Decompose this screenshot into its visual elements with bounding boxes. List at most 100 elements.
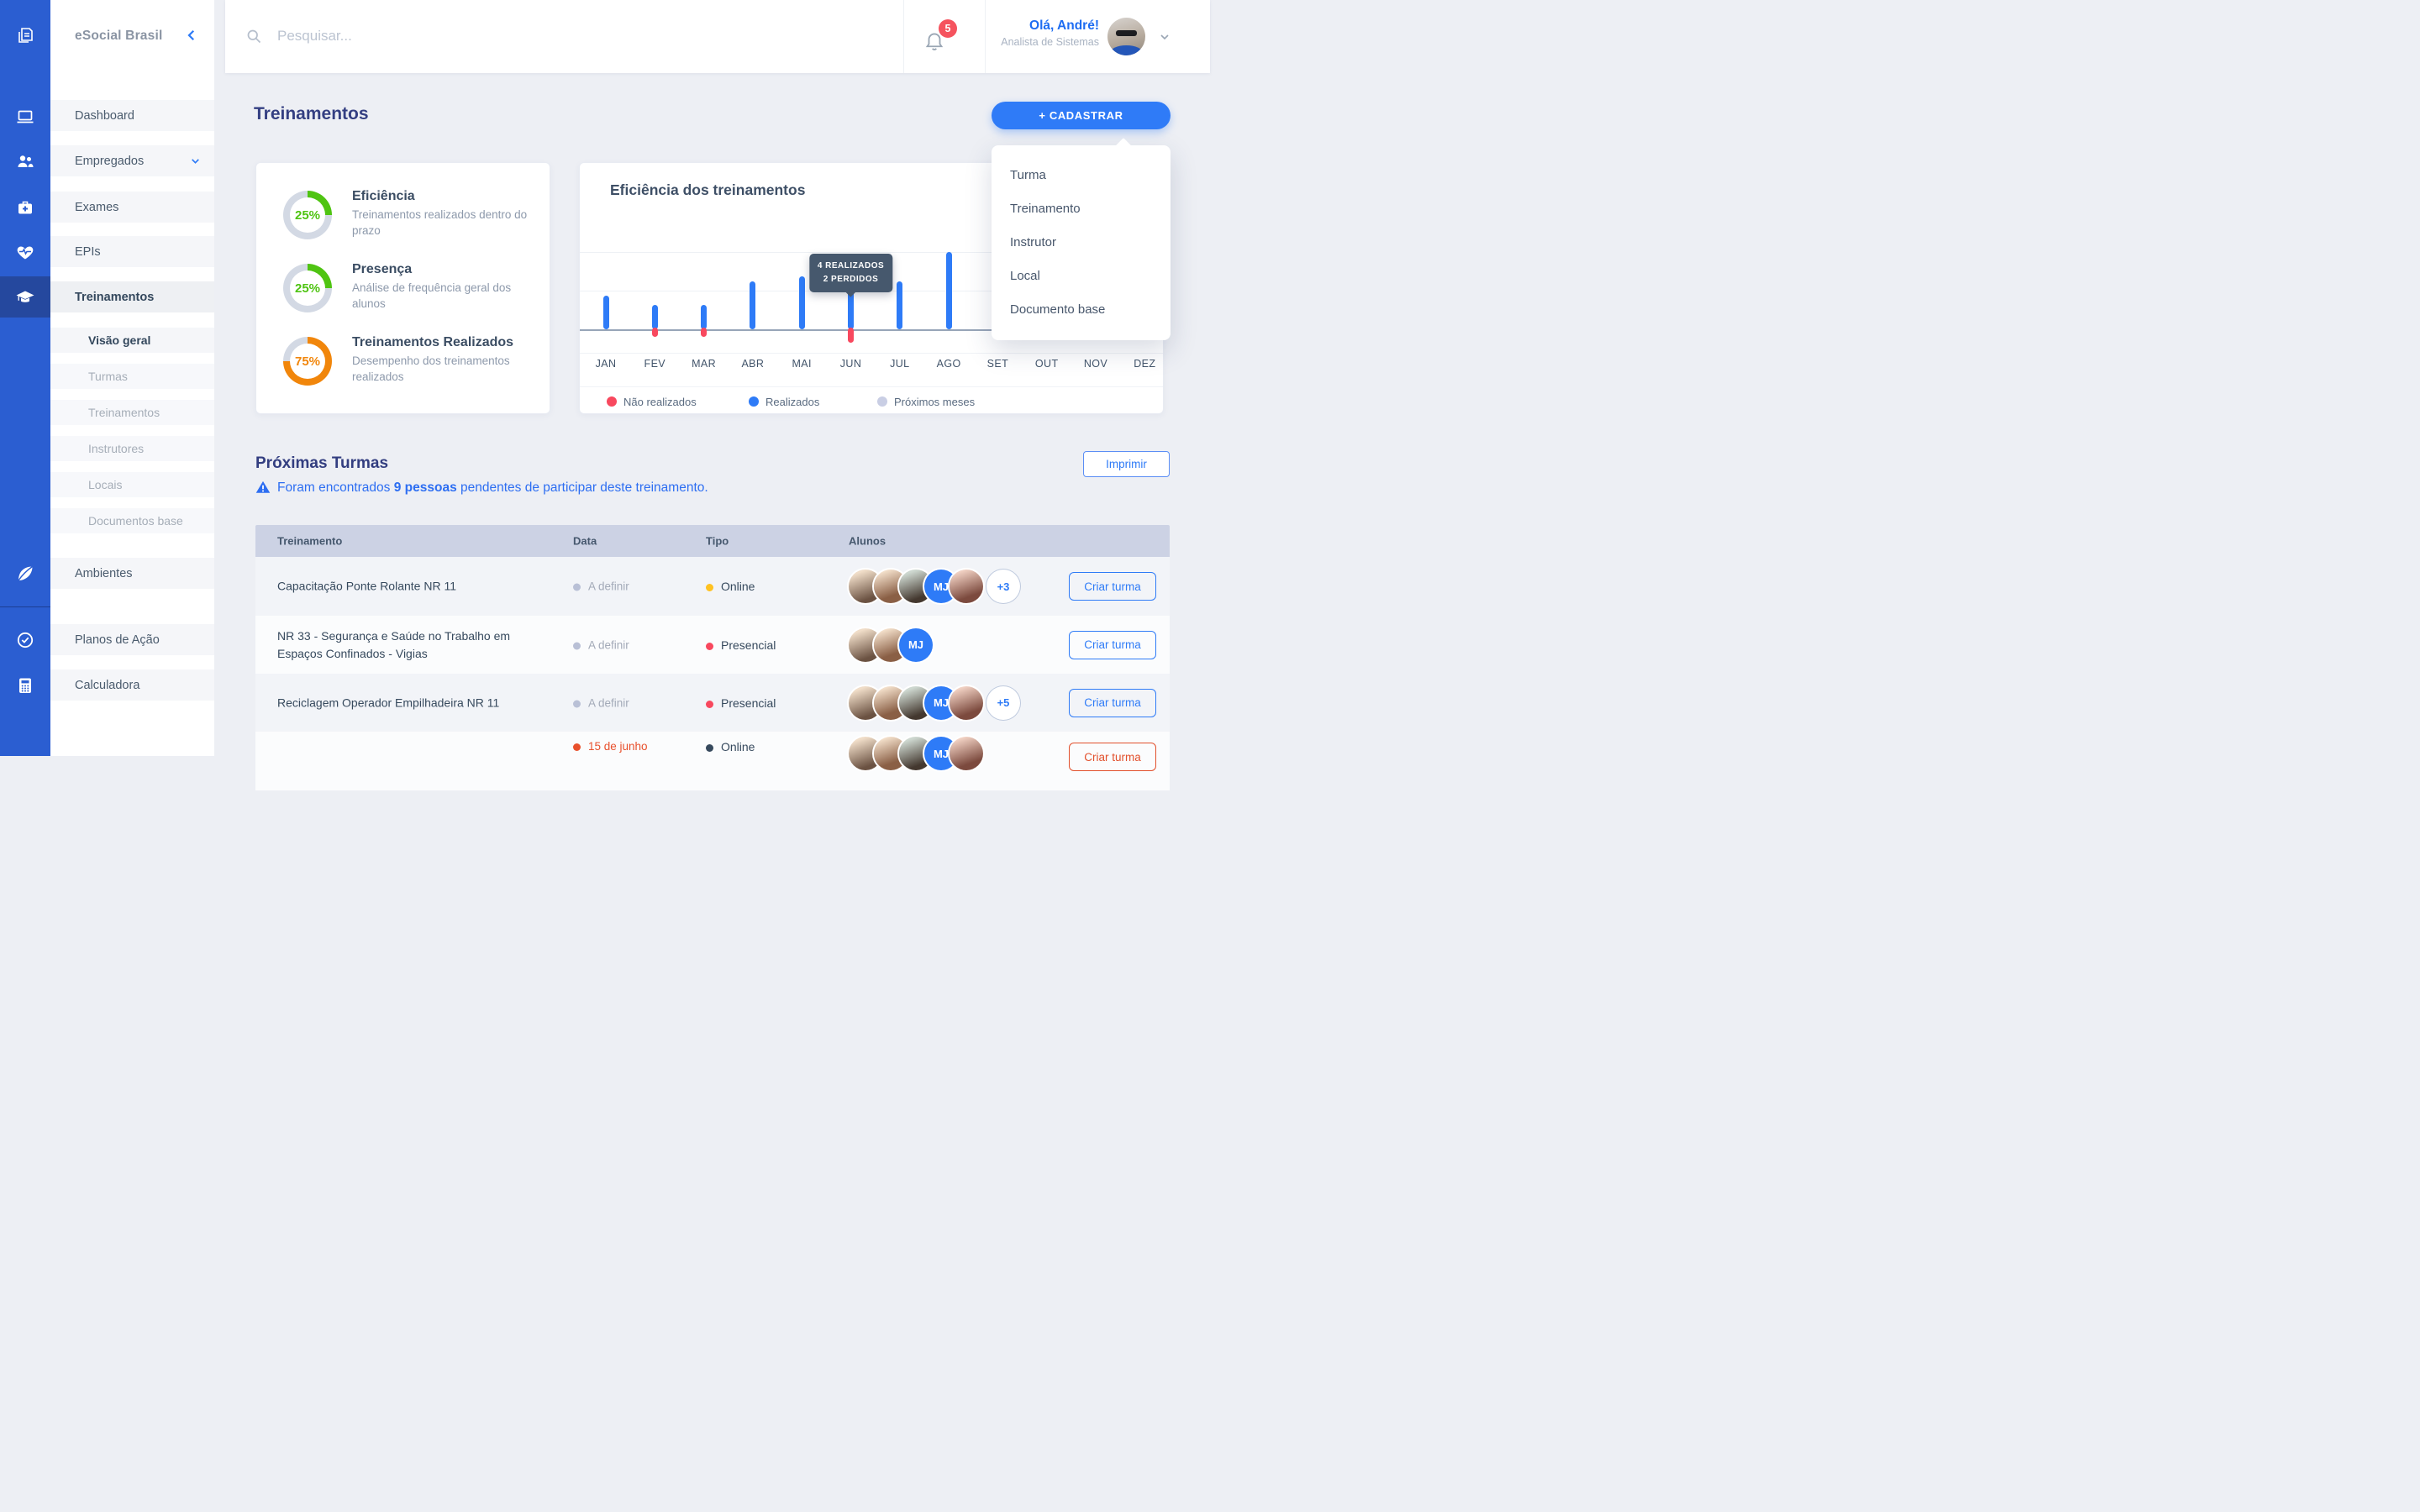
chevron-down-icon[interactable] — [1158, 30, 1171, 44]
stat-description: Desempenho dos treinamentos realizados — [352, 354, 510, 383]
sidebar-collapse-icon[interactable] — [184, 28, 199, 43]
more-students-badge[interactable]: +3 — [986, 570, 1020, 603]
dropdown-item[interactable]: Documento base — [1010, 302, 1106, 317]
type-dot — [706, 744, 713, 752]
bar-realizados — [651, 305, 658, 329]
criar-turma-button[interactable]: Criar turma — [1069, 630, 1156, 659]
table-row: Reciclagem Operador Empilhadeira NR 11 A… — [255, 674, 1170, 732]
action-plans-icon[interactable] — [15, 630, 35, 650]
stat-percent: 25% — [294, 281, 321, 296]
sidebar-item-label: Calculadora — [75, 678, 140, 692]
notifications-bell-icon[interactable] — [923, 29, 945, 51]
employees-icon[interactable] — [15, 151, 35, 171]
bar-nao-realizados — [651, 328, 658, 337]
search-input[interactable] — [277, 24, 630, 49]
sidebar-item-exames[interactable]: Exames — [50, 192, 214, 223]
sidebar-subitem-visao-geral[interactable]: Visão geral — [50, 328, 214, 353]
exams-icon[interactable] — [15, 197, 35, 218]
students-avatars: MJ +5 — [849, 685, 1020, 720]
calculator-icon[interactable] — [15, 675, 35, 696]
stats-card: 25% Eficiência Treinamentos realizados de… — [255, 162, 550, 414]
stat-percent: 75% — [294, 354, 321, 369]
avatar-initials: MJ — [899, 627, 933, 662]
brand-logo-icon[interactable] — [15, 25, 35, 45]
sidebar-subitem-turmas[interactable]: Turmas — [50, 364, 214, 389]
bar-realizados — [945, 252, 952, 329]
stat-description: Análise de frequência geral dos alunos — [352, 281, 512, 310]
progress-ring: 25% — [283, 264, 332, 312]
section-title: Próximas Turmas — [255, 454, 389, 472]
sidebar-item-label: Planos de Ação — [75, 633, 160, 647]
x-axis-label: DEZ — [1134, 358, 1156, 370]
x-axis-label: JUL — [890, 358, 910, 370]
more-students-badge[interactable]: +5 — [986, 685, 1020, 720]
trainings-icon[interactable] — [15, 287, 35, 307]
legend-label: Não realizados — [623, 395, 697, 408]
x-axis-baseline — [580, 329, 1163, 331]
icon-rail — [0, 0, 50, 756]
x-axis-label: MAI — [792, 358, 812, 370]
legend-separator — [580, 386, 1163, 387]
criar-turma-button[interactable]: Criar turma — [1069, 688, 1156, 717]
students-avatars: MJ — [849, 627, 933, 662]
sidebar-item-ambientes[interactable]: Ambientes — [50, 558, 214, 589]
x-axis-label: JAN — [595, 358, 617, 370]
training-name: NR 33 - Segurança e Saúde no Trabalho em… — [277, 628, 511, 660]
sidebar-item-epis[interactable]: EPIs — [50, 236, 214, 267]
sidebar-item-planos-de-acao[interactable]: Planos de Ação — [50, 624, 214, 655]
topbar: 5 Olá, André! Analista de Sistemas — [225, 0, 1210, 73]
legend-dot — [607, 396, 617, 407]
column-header-treinamento: Treinamento — [277, 534, 343, 548]
legend-item: Próximos meses — [877, 393, 975, 410]
sidebar-subitem-treinamentos[interactable]: Treinamentos — [50, 400, 214, 425]
notification-count-badge[interactable]: 5 — [939, 19, 957, 38]
type-dot — [706, 642, 713, 650]
bar-realizados — [701, 305, 708, 329]
sidebar-subitem-instrutores[interactable]: Instrutores — [50, 436, 214, 461]
sidebar-item-label: Empregados — [75, 154, 145, 168]
sidebar-item-calculadora[interactable]: Calculadora — [50, 669, 214, 701]
date-dot — [573, 583, 581, 591]
dropdown-item[interactable]: Treinamento — [1010, 202, 1081, 216]
date-dot — [573, 743, 581, 751]
type-dot — [706, 584, 713, 591]
criar-turma-button[interactable]: Criar turma — [1069, 572, 1156, 601]
training-type: Presencial — [706, 696, 776, 710]
legend-dot — [749, 396, 759, 407]
avatar — [950, 685, 983, 720]
cadastrar-dropdown: Turma Treinamento Instrutor Local Documento … — [992, 138, 1171, 340]
training-date: 15 de junho — [573, 740, 648, 753]
sidebar-subitem-documentos-base[interactable]: Documentos base — [50, 508, 214, 533]
user-avatar[interactable] — [1107, 18, 1145, 55]
user-menu[interactable]: Olá, André! Analista de Sistemas — [973, 18, 1099, 48]
chart-tooltip: 4 REALIZADOS 2 PERDIDOS — [808, 254, 893, 292]
x-axis-label: ABR — [741, 358, 765, 370]
dropdown-item[interactable]: Turma — [1010, 168, 1046, 182]
sidebar-item-treinamentos[interactable]: Treinamentos — [50, 281, 214, 312]
topbar-divider — [985, 0, 986, 73]
environments-icon[interactable] — [15, 564, 35, 584]
table-row: NR 33 - Segurança e Saúde no Trabalho em… — [255, 616, 1170, 674]
imprimir-button[interactable]: Imprimir — [1083, 451, 1170, 477]
criar-turma-button[interactable]: Criar turma — [1069, 743, 1156, 771]
sidebar-item-empregados[interactable]: Empregados — [50, 145, 214, 176]
pending-count: 9 pessoas — [393, 480, 457, 495]
x-axis-label: OUT — [1034, 358, 1059, 370]
stat-eficiencia: 25% Eficiência Treinamentos realizados de… — [283, 189, 535, 241]
avatar-shirt — [1110, 45, 1143, 55]
sidebar-subitem-locais[interactable]: Locais — [50, 472, 214, 497]
epis-icon[interactable] — [15, 242, 35, 262]
dashboard-icon[interactable] — [15, 107, 35, 127]
sidebar-item-label: Dashboard — [75, 108, 134, 123]
bar-realizados — [848, 291, 854, 329]
date-dot — [573, 700, 581, 707]
bar-realizados — [798, 276, 805, 329]
avatar — [950, 737, 983, 770]
cadastrar-button[interactable]: + CADASTRAR — [992, 102, 1171, 129]
training-name: Reciclagem Operador Empilhadeira NR 11 — [277, 696, 500, 709]
sidebar-item-dashboard[interactable]: Dashboard — [50, 100, 214, 131]
dropdown-item[interactable]: Instrutor — [1010, 235, 1057, 249]
type-dot — [706, 700, 713, 708]
x-axis-label: MAR — [692, 358, 717, 370]
dropdown-item[interactable]: Local — [1010, 269, 1040, 283]
